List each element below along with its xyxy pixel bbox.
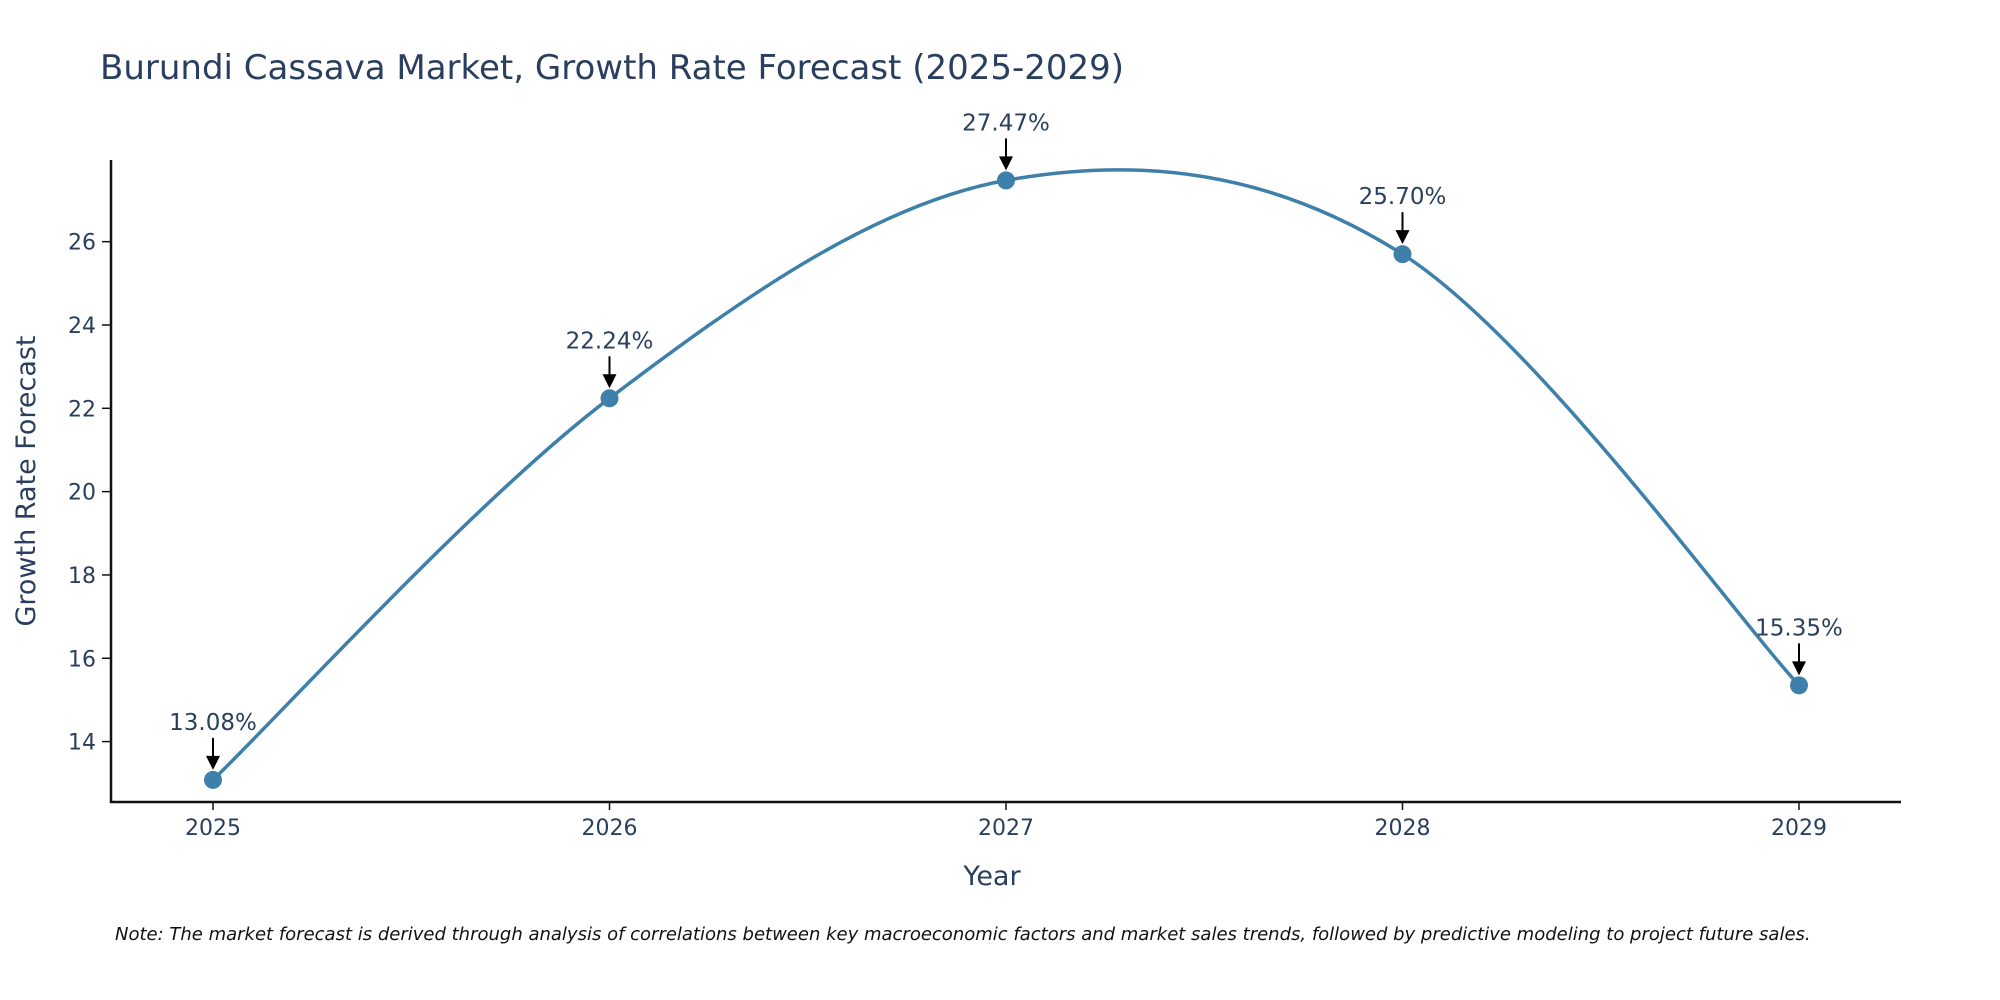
- x-tick-label: 2026: [582, 816, 638, 841]
- data-point-marker: [1393, 245, 1412, 264]
- data-label: 13.08%: [169, 710, 257, 736]
- annotation-arrow-head: [1792, 661, 1806, 676]
- forecast-note: Note: The market forecast is derived thr…: [115, 924, 1811, 945]
- y-tick-label: 14: [68, 731, 96, 756]
- chart-title: Burundi Cassava Market, Growth Rate Fore…: [100, 48, 1124, 88]
- x-tick-label: 2025: [185, 816, 241, 841]
- y-tick-label: 16: [68, 647, 96, 672]
- annotation-arrow-head: [1395, 230, 1410, 245]
- data-label: 27.47%: [962, 110, 1050, 136]
- x-tick-label: 2027: [978, 816, 1034, 841]
- y-tick-label: 26: [68, 231, 96, 256]
- series-line: [211, 168, 1801, 782]
- y-tick-label: 20: [68, 481, 96, 506]
- data-label: 15.35%: [1755, 615, 1843, 641]
- x-axis-ticks: 2025 2026 2027 2028 2029: [185, 802, 1827, 841]
- y-tick-label: 22: [68, 397, 96, 422]
- data-label: 25.70%: [1359, 184, 1447, 210]
- x-tick-label: 2029: [1771, 816, 1827, 841]
- x-axis-title: Year: [962, 861, 1021, 892]
- y-axis-title: Growth Rate Forecast: [11, 335, 42, 626]
- data-annotations: 13.08% 22.24% 27.47% 25.70% 15.35%: [169, 110, 1843, 770]
- annotation-arrow-head: [602, 374, 617, 389]
- annotation-arrow-head: [206, 755, 220, 770]
- y-tick-label: 18: [68, 564, 96, 589]
- x-tick-label: 2028: [1375, 816, 1431, 841]
- data-point-marker: [600, 389, 619, 408]
- data-points: [204, 171, 1808, 789]
- data-point-marker: [1790, 676, 1808, 695]
- annotation-arrow-head: [999, 156, 1013, 171]
- y-axis-ticks: 14 16 18 20 22 24 26: [68, 231, 111, 756]
- data-point-marker: [997, 171, 1015, 190]
- y-tick-label: 24: [68, 314, 96, 339]
- data-point-marker: [204, 770, 222, 789]
- data-label: 22.24%: [566, 328, 654, 354]
